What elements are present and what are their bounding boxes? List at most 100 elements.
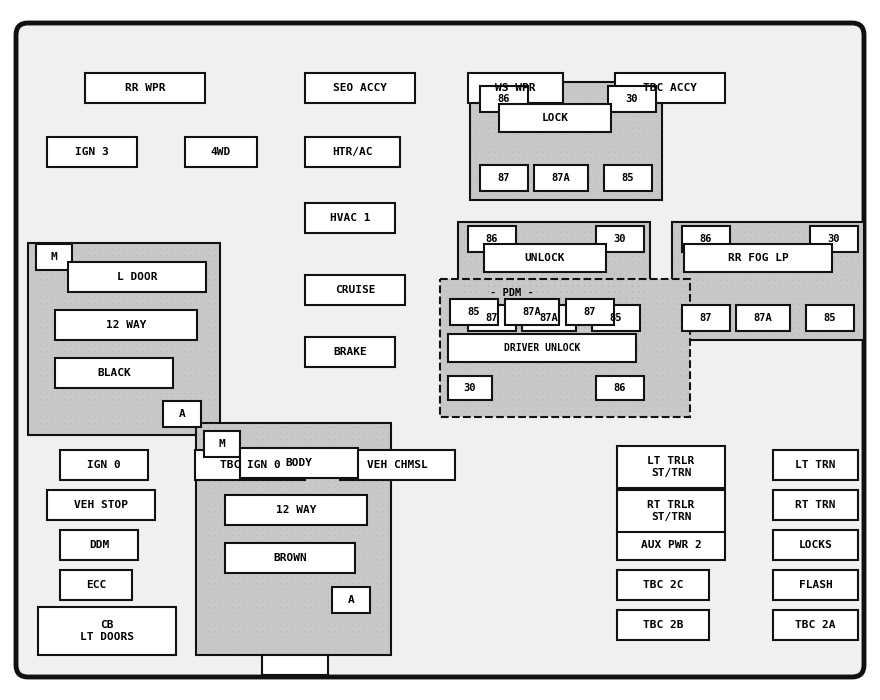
Point xyxy=(129,244,143,255)
Point xyxy=(577,351,591,363)
Point xyxy=(809,220,823,232)
Bar xyxy=(448,334,636,362)
Point xyxy=(713,286,727,297)
Point xyxy=(291,452,305,463)
Point xyxy=(363,452,377,463)
Point xyxy=(219,608,233,619)
Point xyxy=(529,268,543,279)
Point xyxy=(701,251,715,262)
Point xyxy=(69,358,83,369)
Point xyxy=(291,608,305,619)
Point xyxy=(535,268,549,279)
Point xyxy=(701,226,715,237)
Point xyxy=(255,457,269,468)
Point xyxy=(357,536,371,547)
Point xyxy=(189,345,203,356)
Point xyxy=(737,310,751,321)
Point xyxy=(219,470,233,481)
Point xyxy=(511,333,525,344)
Point xyxy=(303,596,317,607)
Point xyxy=(655,328,669,339)
Point xyxy=(153,279,167,290)
Point xyxy=(601,274,615,286)
Point xyxy=(655,375,669,386)
Point xyxy=(153,351,167,363)
Point xyxy=(643,333,657,344)
Point xyxy=(267,512,281,523)
Point xyxy=(321,596,335,607)
Point xyxy=(517,358,531,369)
Point xyxy=(99,412,113,423)
Point xyxy=(207,494,221,505)
Point xyxy=(33,405,47,416)
Point xyxy=(577,405,591,416)
Point xyxy=(541,183,555,194)
Point xyxy=(731,268,745,279)
Point xyxy=(39,370,53,381)
Point xyxy=(475,80,489,92)
Point xyxy=(45,316,59,327)
Point xyxy=(643,104,657,116)
Point xyxy=(99,274,113,285)
Point xyxy=(147,358,161,369)
Point xyxy=(589,303,603,314)
Point xyxy=(225,512,239,523)
Point xyxy=(147,274,161,285)
Point xyxy=(559,321,573,332)
Point xyxy=(785,226,799,237)
Point xyxy=(731,274,745,286)
Point xyxy=(63,274,77,285)
Point xyxy=(695,310,709,321)
Point xyxy=(511,400,525,411)
Point xyxy=(499,286,513,297)
Text: LOCK: LOCK xyxy=(541,113,568,123)
Point xyxy=(69,340,83,351)
Point xyxy=(673,351,687,363)
Point xyxy=(261,433,275,444)
Point xyxy=(613,309,627,321)
Point xyxy=(279,554,293,565)
Point xyxy=(619,99,633,110)
Point xyxy=(713,304,727,316)
Point xyxy=(39,291,53,302)
Point xyxy=(505,92,519,104)
Point xyxy=(267,547,281,559)
Point xyxy=(773,274,787,286)
Point xyxy=(237,620,251,631)
Point xyxy=(631,281,645,292)
Point xyxy=(195,433,209,444)
Point xyxy=(369,541,383,552)
Point xyxy=(81,333,95,344)
Point xyxy=(207,631,221,643)
Point xyxy=(589,304,603,316)
Point xyxy=(291,512,305,523)
Point xyxy=(803,328,817,339)
Point xyxy=(643,153,657,164)
Point xyxy=(469,400,483,411)
Point xyxy=(619,111,633,122)
Point xyxy=(273,620,287,631)
Point xyxy=(637,310,651,321)
Point xyxy=(667,316,681,327)
Point xyxy=(661,321,675,332)
Bar xyxy=(468,73,563,103)
Point xyxy=(553,111,567,122)
Point xyxy=(177,267,191,279)
Point xyxy=(499,316,513,327)
Point xyxy=(535,316,549,328)
Point xyxy=(237,578,251,589)
Point xyxy=(523,393,537,405)
Point xyxy=(153,412,167,423)
Point xyxy=(547,310,561,321)
Point xyxy=(445,286,459,297)
Point xyxy=(631,104,645,116)
Point xyxy=(327,601,341,612)
Point xyxy=(291,554,305,565)
Point xyxy=(601,370,615,381)
Point xyxy=(261,487,275,498)
Point xyxy=(111,417,125,428)
Point xyxy=(369,494,383,505)
Point xyxy=(45,286,59,297)
Point xyxy=(351,499,365,510)
Point xyxy=(363,631,377,643)
